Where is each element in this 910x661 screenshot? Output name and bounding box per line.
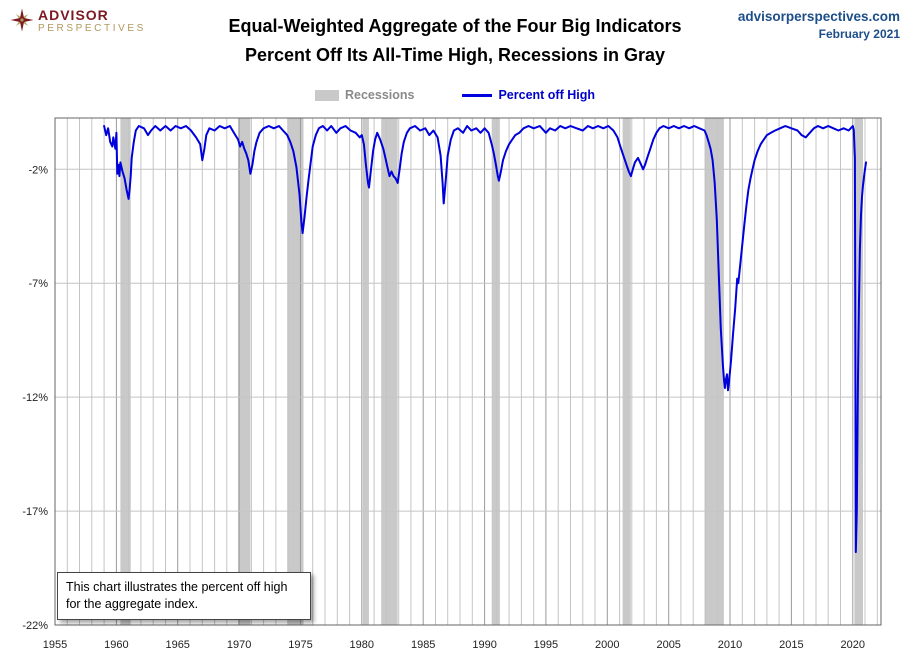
recession-band [704,118,724,625]
percent-off-high-legend-label: Percent off High [498,88,596,102]
y-tick-label: -22% [22,620,48,632]
chart-title-line1: Equal-Weighted Aggregate of the Four Big… [228,16,682,36]
legend-item-recessions: Recessions [314,88,415,102]
logo-perspectives-label: PERSPECTIVES [38,22,146,34]
x-tick-label: 1975 [288,639,312,651]
annotation-box: This chart illustrates the percent off h… [57,572,311,620]
chart-title: Equal-Weighted Aggregate of the Four Big… [0,12,910,70]
x-tick-label: 1960 [104,639,128,651]
x-tick-label: 1980 [350,639,374,651]
site-block: advisorperspectives.com February 2021 [738,8,900,42]
x-tick-label: 2015 [779,639,803,651]
recession-band [287,118,304,625]
x-tick-label: 1955 [43,639,67,651]
logo-text: ADVISOR PERSPECTIVES [38,8,146,34]
y-tick-label: -2% [28,164,48,176]
line-swatch [462,93,493,97]
y-tick-label: -7% [28,278,48,290]
site-url-text: advisorperspectives.com [737,9,900,24]
x-tick-label: 2005 [656,639,680,651]
plot-border [54,117,882,626]
x-tick-label: 1990 [472,639,496,651]
x-tick-label: 1965 [165,639,189,651]
x-tick-label: 1970 [227,639,251,651]
annotation-text: This chart illustrates the percent off h… [66,580,288,611]
recession-band [120,118,131,625]
x-tick-label: 1985 [411,639,435,651]
logo-advisor-label: ADVISOR [38,7,109,23]
x-tick-label: 1995 [534,639,558,651]
recession-band [381,118,398,625]
y-tick-label: -17% [22,506,48,518]
recessions-legend-label: Recessions [344,88,415,102]
recession-band [362,118,369,625]
recession-band [622,118,631,625]
recession-band [238,118,251,625]
legend-item-percent-off-high: Percent off High [462,88,595,102]
publication-date: February 2021 [818,27,900,42]
x-tick-label: 2000 [595,639,619,651]
percent-off-high-line [103,125,867,554]
x-tick-label: 2020 [841,639,865,651]
advisor-perspectives-logo: ADVISOR PERSPECTIVES [10,8,146,37]
compass-icon [10,8,34,37]
y-tick-label: -12% [22,392,48,404]
x-tick-label: 2010 [718,639,742,651]
chart-legend: Recessions Percent off High [0,88,910,102]
chart-title-line2: Percent Off Its All-Time High, Recession… [244,45,666,65]
recession-swatch [314,89,339,101]
recession-band [491,118,500,625]
